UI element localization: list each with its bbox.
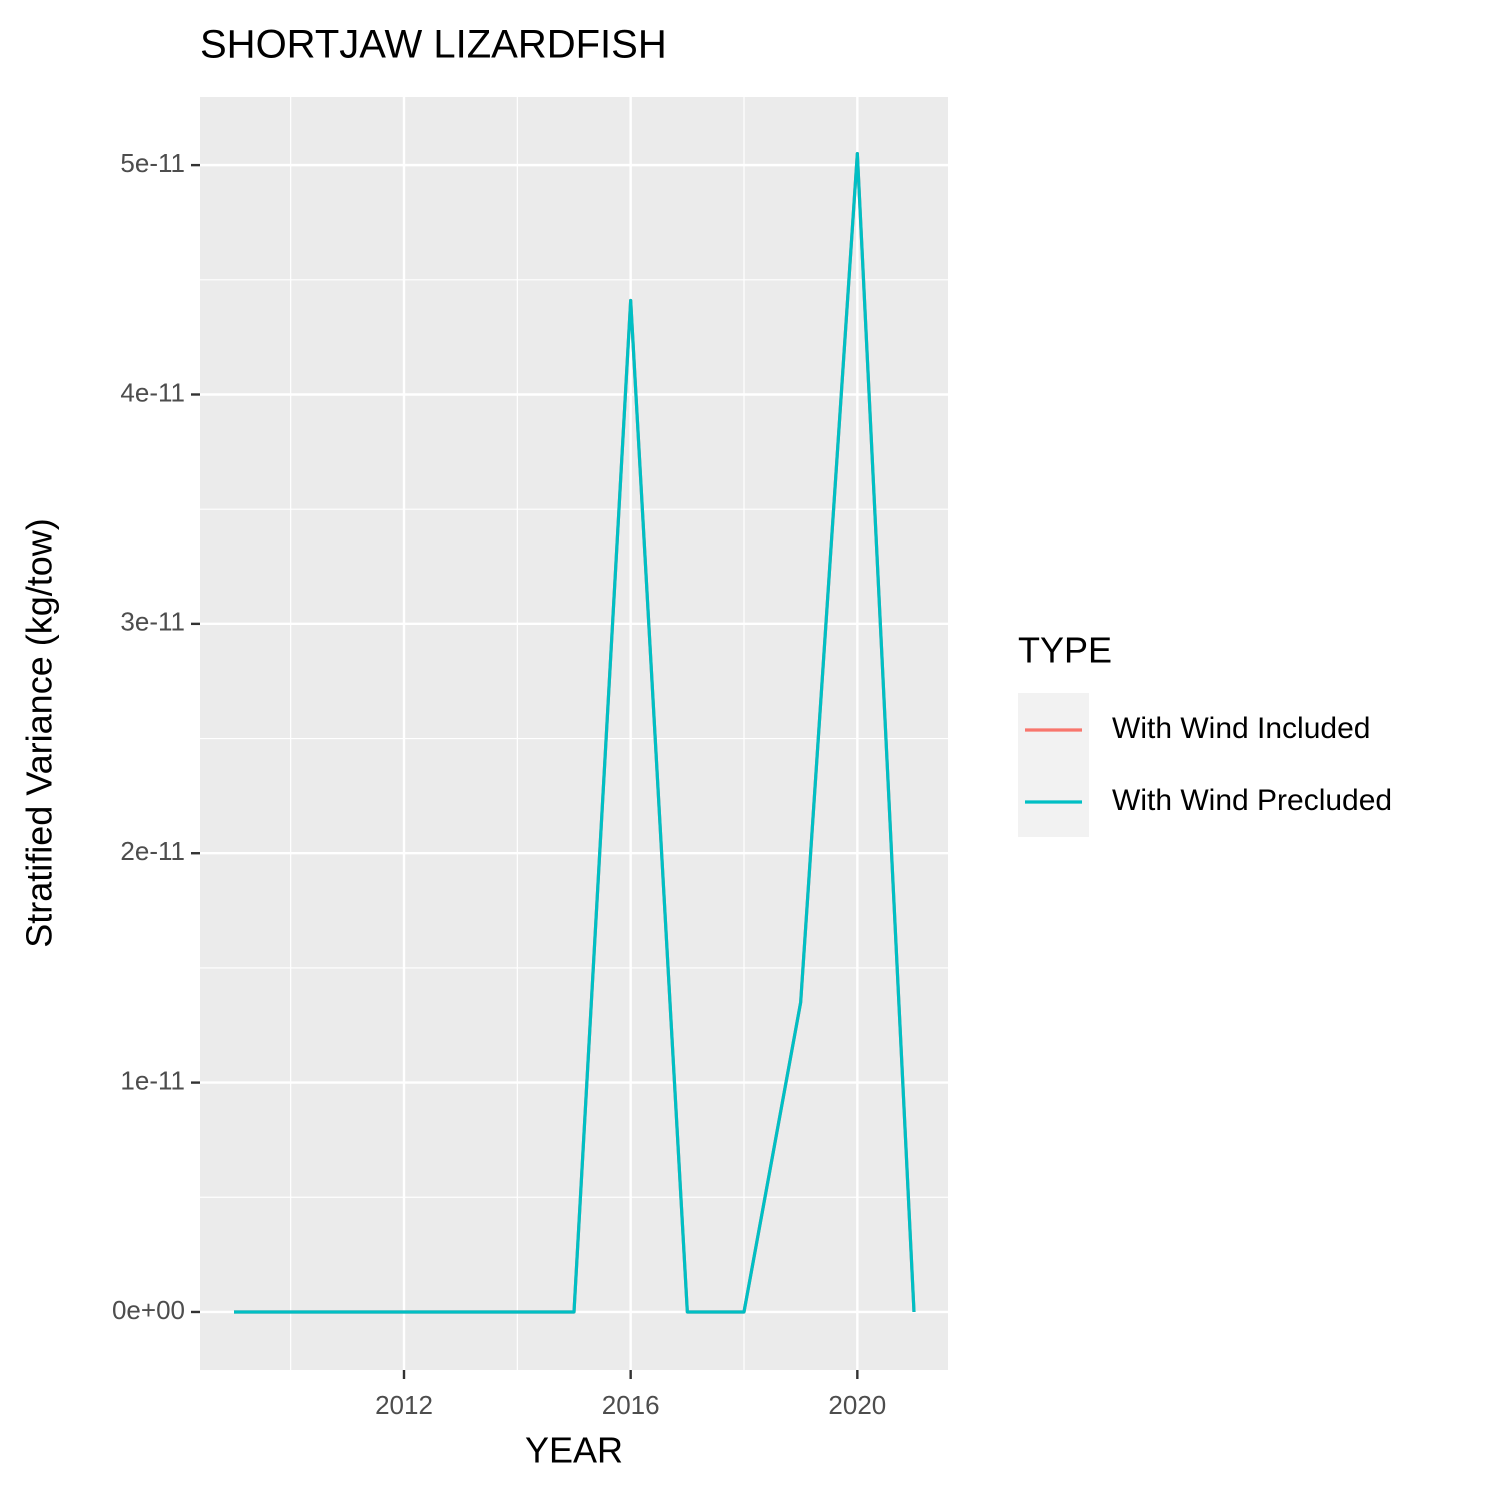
y-axis-title: Stratified Variance (kg/tow) <box>19 518 60 948</box>
legend-label: With Wind Included <box>1112 712 1370 745</box>
y-tick-label: 0e+00 <box>112 1295 185 1325</box>
legend-title: TYPE <box>1018 630 1112 671</box>
y-tick-label: 1e-11 <box>120 1065 185 1095</box>
y-tick-label: 5e-11 <box>120 148 185 178</box>
x-tick-label: 2016 <box>602 1390 660 1420</box>
panel <box>200 97 948 1370</box>
y-tick-label: 4e-11 <box>120 377 185 407</box>
legend-key-background <box>1018 693 1089 837</box>
series-line <box>234 152 916 1314</box>
chart-title: SHORTJAW LIZARDFISH <box>200 23 667 67</box>
x-tick-label: 2012 <box>375 1390 433 1420</box>
y-tick-label: 2e-11 <box>120 836 185 866</box>
x-tick-label: 2020 <box>828 1390 886 1420</box>
y-tick-label: 3e-11 <box>120 607 185 637</box>
x-axis-title: YEAR <box>525 1430 623 1471</box>
legend-label: With Wind Precluded <box>1112 784 1392 817</box>
